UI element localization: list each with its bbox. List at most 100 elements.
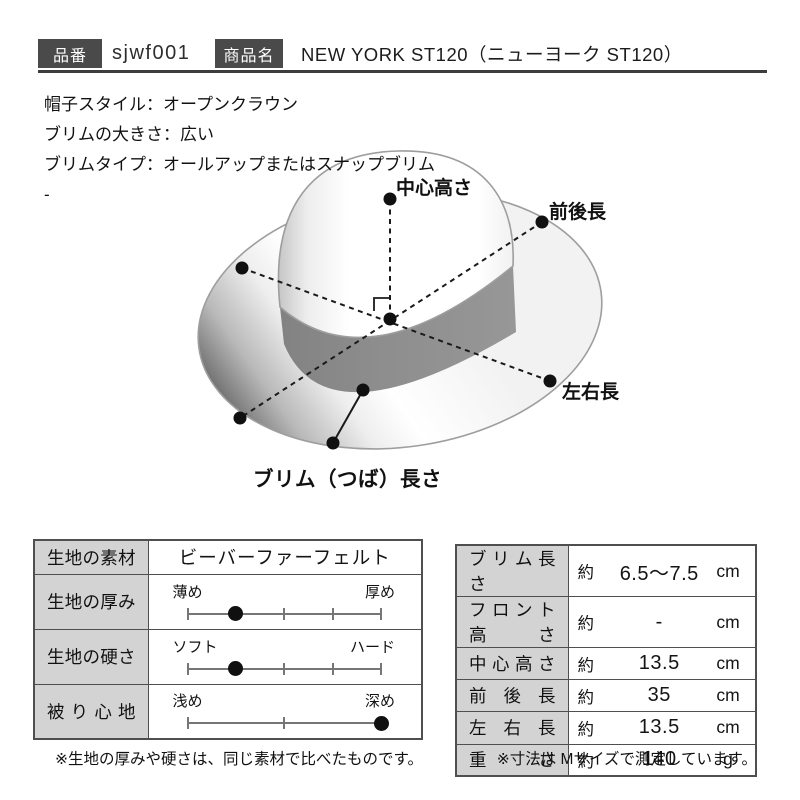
slider-tick [331, 662, 334, 675]
approx-label: 約 [577, 564, 595, 582]
size-value: 6.5〜7.5 [619, 562, 699, 585]
size-row-header: 重さ [455, 743, 569, 777]
fabric-thickness-cell: 薄め 厚め [147, 573, 423, 630]
item-number-label: 品番 [38, 39, 102, 68]
diagram-label-front-back: 前後長 [549, 202, 607, 223]
approx-label: 約 [577, 688, 595, 707]
size-row-cell: 約 6.5〜7.5 cm [567, 544, 757, 597]
slider-labels: 浅め 深め [173, 693, 396, 710]
size-unit: cm [716, 560, 740, 581]
fabric-stiffness-header: 生地の硬さ [33, 628, 149, 685]
spec-line-brim-type: ブリムタイプ：オールアップまたはスナップブリム [44, 155, 435, 174]
approx-label: 約 [577, 720, 595, 739]
slider-labels: 薄め 厚め [173, 584, 396, 601]
fabric-material-value: ビーバーファーフェルト [147, 539, 423, 575]
size-value: 13.5 [638, 716, 680, 739]
thickness-slider: 薄め 厚め [148, 578, 421, 625]
size-row-header: 左右長 [455, 711, 569, 745]
dot-center-base [383, 312, 397, 326]
table-row: フロント高さ 約 - cm [455, 596, 757, 648]
spec-line-dash: - [44, 185, 50, 204]
dot-right [543, 374, 557, 388]
dot-brim-edge [326, 436, 340, 450]
slider-dot [373, 715, 389, 731]
size-row-values: 約 6.5〜7.5 cm [568, 556, 755, 586]
slider-tick [186, 607, 189, 620]
approx-label: 約 [577, 752, 595, 771]
diagram-label-left-right: 左右長 [562, 382, 620, 403]
spec-line-brim-size: ブリムの大きさ：広い [44, 125, 214, 144]
size-unit: cm [716, 653, 740, 674]
fabric-material-header: 生地の素材 [33, 539, 149, 575]
size-row-cell: 約 - cm [567, 596, 757, 648]
slider-left-label: 浅め [172, 693, 203, 711]
fabric-table: 生地の素材 ビーバーファーフェルト 生地の厚み 薄め 厚め 生地の硬さ [33, 539, 423, 740]
table-row: 生地の硬さ ソフト ハード [33, 628, 423, 685]
dot-back [233, 411, 247, 425]
table-row: 生地の素材 ビーバーファーフェルト [33, 539, 423, 575]
size-row-values: 約 13.5 cm [568, 715, 755, 740]
product-name-value: NEW YORK ST120（ニューヨーク ST120） [301, 43, 683, 65]
diagram-label-center-height: 中心高さ [396, 178, 473, 199]
slider-track [186, 603, 382, 625]
hat-crown [277, 150, 514, 339]
measure-line-left-right [241, 267, 551, 382]
size-row-header: 前後長 [455, 679, 569, 713]
table-row: ブリム長さ 約 6.5〜7.5 cm [455, 544, 757, 597]
table-row: 生地の厚み 薄め 厚め [33, 573, 423, 630]
size-row-values: 約 - cm [568, 610, 755, 634]
measure-dots [233, 192, 557, 450]
slider-tick [380, 662, 382, 675]
header-divider [38, 70, 767, 73]
approx-label: 約 [577, 656, 595, 675]
size-value: 35 [647, 684, 671, 707]
slider-right-label: ハード [349, 638, 395, 656]
item-number-value: sjwf001 [112, 42, 191, 64]
size-table: ブリム長さ 約 6.5〜7.5 cm フロント高さ 約 - cm 中心高さ 約 … [455, 544, 757, 778]
measure-line-front-back [239, 221, 543, 419]
slider-tick [186, 717, 189, 730]
slider-dot [228, 661, 244, 676]
size-row-header: フロント高さ [455, 596, 569, 648]
approx-label: 約 [577, 615, 595, 633]
fit-depth-header: 被り心地 [33, 683, 149, 740]
slider-track [186, 658, 382, 680]
measure-line-brim-length [332, 389, 364, 444]
size-value: 140 [641, 748, 677, 771]
size-unit: cm [716, 717, 740, 738]
slider-tick [283, 662, 286, 675]
slider-tick [186, 662, 189, 675]
fabric-table-note: ※生地の厚みや硬さは、同じ素材で比べたものです。 [55, 751, 423, 768]
size-row-values: 約 13.5 cm [568, 651, 755, 676]
slider-labels: ソフト ハード [173, 639, 396, 656]
size-row-cell: 約 140 g [567, 743, 757, 777]
slider-tick [380, 607, 382, 620]
size-row-values: 約 140 g [568, 747, 755, 772]
dot-center-top [383, 192, 397, 206]
table-row: 重さ 約 140 g [455, 743, 757, 777]
slider-tick [283, 717, 286, 730]
slider-right-label: 厚め [364, 583, 395, 601]
dot-front [535, 215, 549, 229]
item-number-label-text: 品番 [52, 47, 87, 65]
size-row-cell: 約 13.5 cm [567, 646, 757, 681]
size-table-note: ※寸法は Mサイズで測定しています。 [496, 751, 757, 768]
fit-depth-cell: 浅め 深め [147, 683, 423, 740]
slider-dot [228, 606, 244, 621]
stiffness-slider: ソフト ハード [148, 633, 421, 680]
table-row: 被り心地 浅め 深め [33, 683, 423, 740]
right-angle-marker [373, 297, 390, 311]
size-unit: g [723, 749, 733, 770]
table-row: 中心高さ 約 13.5 cm [455, 646, 757, 681]
size-unit: cm [716, 611, 740, 632]
size-unit: cm [716, 685, 740, 706]
size-value: - [655, 610, 663, 633]
size-row-cell: 約 35 cm [567, 679, 757, 713]
dot-band-bottom [356, 383, 370, 397]
table-row: 前後長 約 35 cm [455, 679, 757, 713]
spec-lines: 帽子スタイル：オープンクラウン ブリムの大きさ：広い ブリムタイプ：オールアップ… [44, 90, 435, 210]
product-name-label-text: 商品名 [223, 47, 275, 65]
slider-tick [283, 607, 286, 620]
slider-right-label: 深め [364, 693, 395, 711]
